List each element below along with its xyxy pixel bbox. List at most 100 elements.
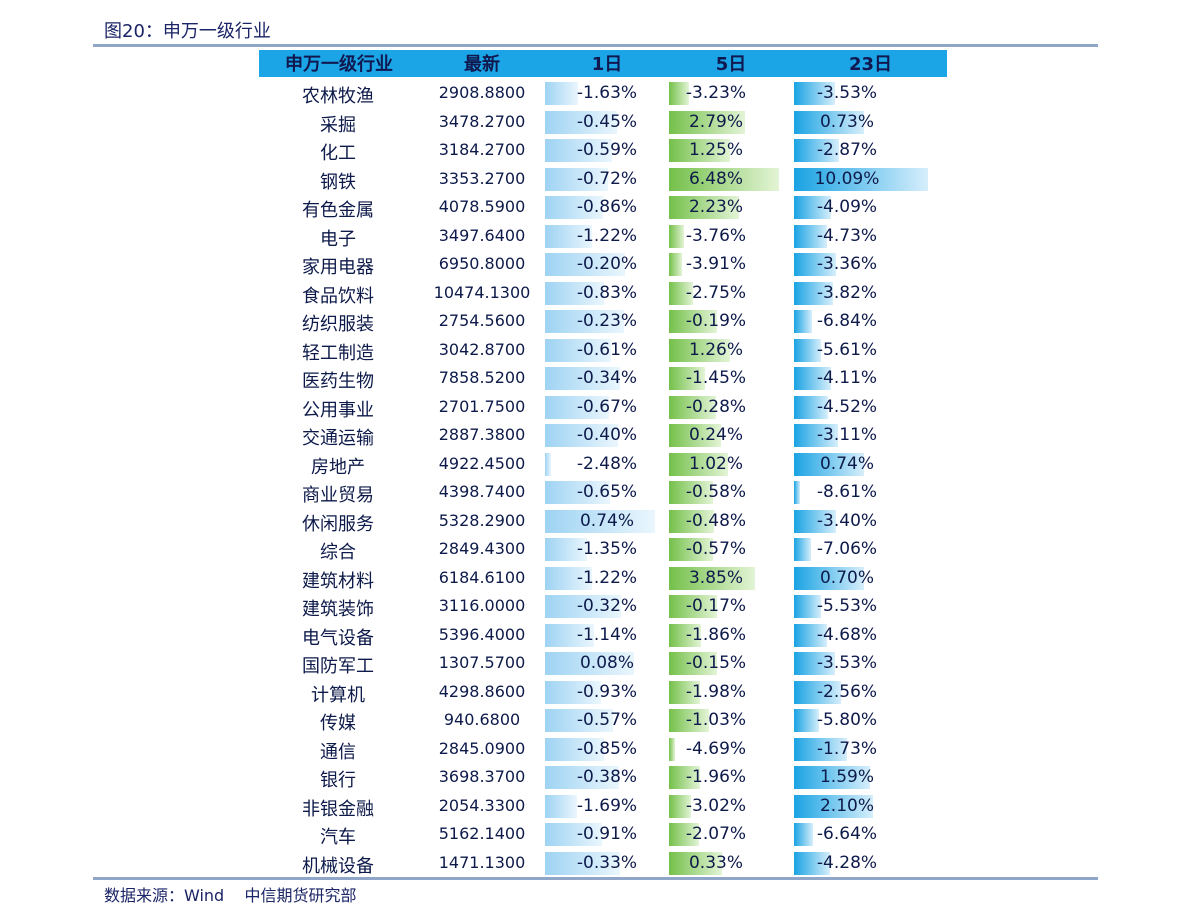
change-bar-d1	[545, 509, 655, 533]
change-value-d5: -4.69%	[685, 738, 747, 759]
latest-value: 3478.2700	[438, 111, 526, 131]
change-value-d1: -0.86%	[576, 197, 638, 217]
change-value-d1: -0.65%	[576, 482, 638, 502]
change-value-d23: 0.70%	[819, 567, 874, 588]
change-bar-d23	[794, 851, 830, 875]
table-header: 申万一级行业 最新 1日 5日 23日	[259, 50, 947, 77]
table-row: 建筑装饰 3116.0000 -0.32% -0.17% -5.53%	[0, 593, 1191, 621]
change-bar-d1	[545, 566, 592, 590]
table-row: 商业贸易 4398.7400 -0.65% -0.58% -8.61%	[0, 479, 1191, 507]
header-5d: 5日	[715, 54, 747, 75]
table-row: 房地产 4922.4500 -2.48% 1.02% 0.74%	[0, 451, 1191, 479]
change-bar-d23	[794, 167, 928, 191]
change-bar-d1	[545, 794, 577, 818]
industry-name: 机械设备	[302, 855, 374, 877]
change-bar-d23	[794, 652, 835, 675]
change-value-d1: -0.85%	[576, 738, 638, 759]
change-bar-d23	[794, 737, 847, 761]
change-bar-d1	[545, 139, 612, 162]
change-bar-d23	[794, 623, 827, 647]
table-row: 家用电器 6950.8000 -0.20% -3.91% -3.36%	[0, 251, 1191, 279]
header-23d: 23日	[848, 54, 893, 75]
change-value-d5: -3.02%	[685, 795, 747, 816]
change-bar-d1	[545, 367, 620, 390]
change-value-d1: -0.34%	[576, 368, 638, 388]
industry-name: 化工	[320, 143, 356, 164]
change-value-d23: -6.84%	[816, 311, 878, 331]
change-value-d5: 3.85%	[688, 567, 743, 588]
change-value-d5: 1.26%	[688, 339, 743, 360]
change-bar-d23	[794, 424, 838, 447]
change-bar-d5	[669, 823, 699, 846]
change-bar-d1	[545, 623, 594, 647]
change-bar-d1	[545, 709, 613, 732]
change-value-d5: -0.28%	[685, 396, 747, 417]
change-value-d5: -0.17%	[685, 596, 747, 616]
change-value-d23: -4.73%	[816, 225, 878, 246]
table-row: 钢铁 3353.2700 -0.72% 6.48% 10.09%	[0, 166, 1191, 194]
change-bar-d1	[545, 452, 551, 476]
table-row: 有色金属 4078.5900 -0.86% 2.23% -4.09%	[0, 194, 1191, 222]
change-value-d5: -0.58%	[685, 482, 747, 502]
change-bar-d23	[794, 196, 831, 219]
change-value-d23: -4.52%	[816, 396, 878, 417]
change-value-d1: 0.08%	[579, 653, 634, 673]
change-value-d1: -1.22%	[576, 567, 638, 588]
industry-name: 休闲服务	[302, 513, 374, 535]
change-bar-d5	[669, 538, 713, 561]
table-row: 传媒 940.6800 -0.57% -1.03% -5.80%	[0, 707, 1191, 735]
table-row: 轻工制造 3042.8700 -0.61% 1.26% -5.61%	[0, 337, 1191, 365]
change-bar-d1	[545, 167, 608, 191]
change-bar-d1	[545, 110, 617, 134]
change-bar-d1	[545, 823, 602, 846]
change-value-d23: -4.11%	[816, 368, 878, 388]
change-bar-d5	[669, 623, 701, 647]
change-bar-d23	[794, 709, 819, 732]
change-bar-d5	[669, 167, 779, 191]
industry-name: 公用事业	[302, 399, 374, 421]
change-bar-d23	[794, 680, 841, 704]
change-bar-d1	[545, 395, 609, 419]
table-row: 交通运输 2887.3800 -0.40% 0.24% -3.11%	[0, 422, 1191, 450]
change-bar-d1	[545, 338, 611, 362]
change-bar-d1	[545, 224, 592, 248]
industry-name: 电气设备	[302, 627, 374, 649]
change-bar-d5	[669, 338, 730, 362]
change-bar-d1	[545, 281, 604, 305]
change-value-d5: -2.07%	[685, 824, 747, 844]
change-value-d5: 1.25%	[688, 140, 743, 160]
industry-name: 综合	[320, 542, 356, 563]
bottom-rule	[93, 877, 1098, 880]
change-bar-d23	[794, 110, 864, 134]
change-bar-d5	[669, 766, 700, 789]
change-bar-d5	[669, 566, 755, 590]
header-1d: 1日	[591, 54, 623, 75]
change-value-d1: -1.69%	[576, 795, 638, 816]
change-value-d1: -0.59%	[576, 140, 638, 160]
change-value-d1: -1.22%	[576, 225, 638, 246]
change-bar-d5	[669, 481, 713, 504]
table-row: 机械设备 1471.1300 -0.33% 0.33% -4.28%	[0, 850, 1191, 878]
change-bar-d5	[669, 139, 730, 162]
table-row: 综合 2849.4300 -1.35% -0.57% -7.06%	[0, 536, 1191, 564]
change-bar-d23	[794, 310, 812, 333]
latest-value: 940.6800	[443, 710, 521, 729]
table-row: 公用事业 2701.7500 -0.67% -0.28% -4.52%	[0, 394, 1191, 422]
latest-value: 3353.2700	[438, 168, 526, 188]
change-bar-d1	[545, 481, 610, 504]
table-row: 国防军工 1307.5700 0.08% -0.15% -3.53%	[0, 650, 1191, 678]
change-bar-d1	[545, 253, 625, 276]
table-row: 电气设备 5396.4000 -1.14% -1.86% -4.68%	[0, 622, 1191, 650]
table-row: 食品饮料 10474.1300 -0.83% -2.75% -3.82%	[0, 280, 1191, 308]
change-bar-d1	[545, 424, 618, 447]
change-bar-d23	[794, 82, 835, 105]
latest-value: 5328.2900	[438, 510, 526, 530]
change-value-d5: -3.91%	[685, 254, 747, 274]
top-rule	[93, 44, 1098, 47]
table-row: 计算机 4298.8600 -0.93% -1.98% -2.56%	[0, 679, 1191, 707]
change-value-d23: -7.06%	[816, 539, 878, 559]
industry-name: 房地产	[311, 456, 365, 478]
change-bar-d1	[545, 851, 620, 875]
change-value-d23: -2.56%	[816, 681, 878, 702]
